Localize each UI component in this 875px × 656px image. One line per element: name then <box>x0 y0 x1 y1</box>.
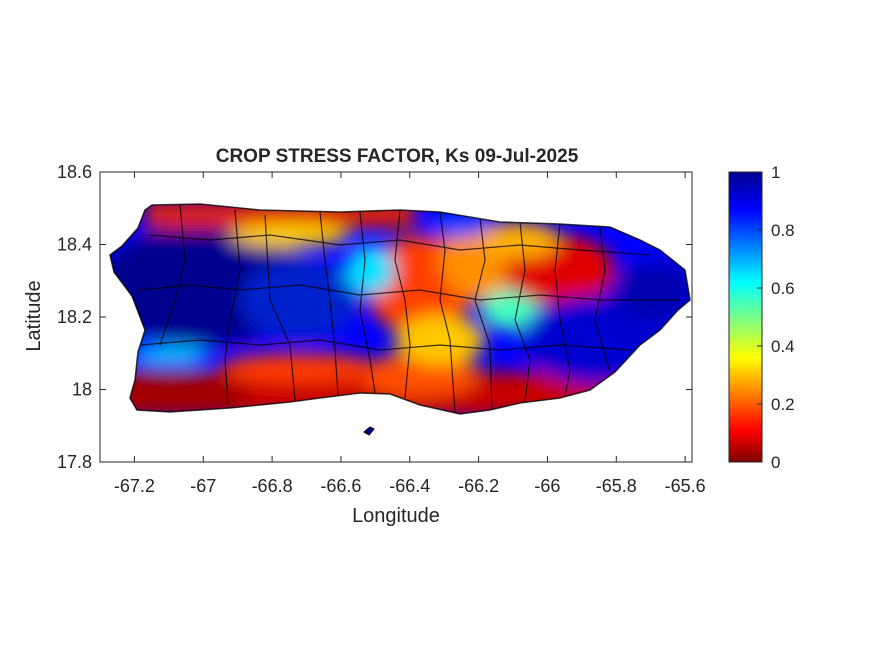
x-tick-label: -66 <box>534 476 560 496</box>
colorbar <box>728 171 763 463</box>
colorbar-axis: 0 0.2 0.4 0.6 0.8 1 <box>757 163 795 472</box>
y-tick-label: 18.2 <box>57 307 92 327</box>
y-axis: 17.8 18 18.2 18.4 18.6 <box>57 162 692 472</box>
colorbar-tick-label: 0.6 <box>771 279 795 298</box>
x-tick-label: -66.4 <box>389 476 430 496</box>
x-tick-label: -65.6 <box>665 476 706 496</box>
caja-de-muertos-island <box>363 426 375 436</box>
y-tick-label: 18 <box>72 380 92 400</box>
colorbar-tick-label: 0.4 <box>771 337 795 356</box>
colorbar-tick-label: 0.8 <box>771 221 795 240</box>
x-axis-label: Longitude <box>352 505 440 527</box>
x-axis: -67.2 -67 -66.8 -66.6 -66.4 -66.2 -66 -65.8 -65.… <box>114 172 706 496</box>
y-tick-label: 17.8 <box>57 452 92 472</box>
y-tick-label: 18.6 <box>57 162 92 182</box>
x-tick-label: -65.8 <box>596 476 637 496</box>
y-tick-label: 18.4 <box>57 235 92 255</box>
x-tick-label: -66.8 <box>252 476 293 496</box>
colorbar-tick-label: 0.2 <box>771 395 795 414</box>
municipal-boundaries <box>109 203 691 415</box>
x-tick-label: -66.2 <box>458 476 499 496</box>
chart-title: CROP STRESS FACTOR, Ks 09-Jul-2025 <box>216 146 579 167</box>
x-tick-label: -66.6 <box>320 476 361 496</box>
x-tick-label: -67 <box>190 476 216 496</box>
colorbar-tick-label: 1 <box>771 163 780 182</box>
x-tick-label: -67.2 <box>114 476 155 496</box>
y-axis-label: Latitude <box>23 280 45 351</box>
colorbar-tick-label: 0 <box>771 453 780 472</box>
